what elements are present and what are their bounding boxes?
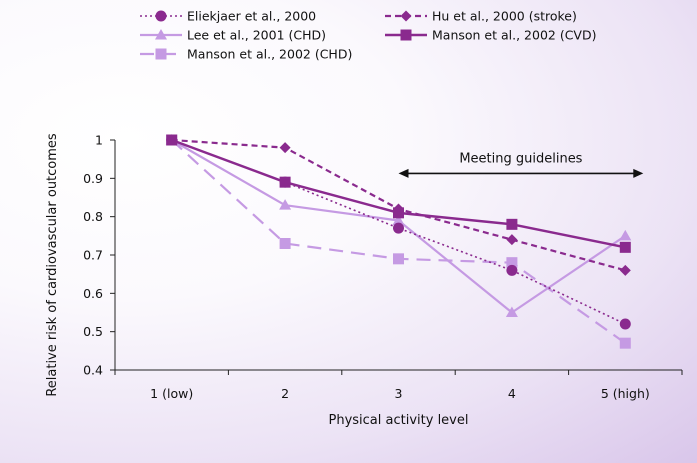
y-tick-label: 1 — [95, 133, 103, 148]
data-point — [619, 241, 631, 253]
data-point — [166, 134, 178, 146]
legend-label: Manson et al., 2002 (CHD) — [187, 47, 352, 62]
y-axis-title: Relative risk of cardiovascular outcomes — [45, 133, 60, 397]
x-tick-label: 4 — [508, 386, 516, 401]
data-point — [506, 234, 518, 246]
data-point — [619, 229, 632, 241]
data-point — [279, 176, 291, 188]
data-point — [619, 318, 631, 330]
y-tick-label: 0.4 — [83, 363, 103, 378]
legend-label: Eliekjaer et al., 2000 — [187, 9, 316, 24]
x-tick-label: 2 — [281, 386, 289, 401]
x-axis-title: Physical activity level — [329, 413, 469, 428]
legend-item: Manson et al., 2002 (CVD) — [385, 28, 596, 43]
y-tick-label: 0.8 — [83, 209, 103, 224]
series-4 — [166, 134, 631, 253]
data-point — [279, 199, 292, 210]
data-point — [506, 257, 518, 269]
data-point — [393, 207, 404, 219]
data-point — [619, 264, 631, 276]
data-point — [279, 238, 291, 249]
y-tick-label: 0.5 — [83, 324, 103, 339]
legend-label: Hu et al., 2000 (stroke) — [432, 9, 577, 24]
x-tick-label: 5 (high) — [601, 386, 650, 401]
legend-item: Eliekjaer et al., 2000 — [140, 9, 316, 24]
data-point — [506, 264, 518, 276]
legend-item: Lee et al., 2001 (CHD) — [140, 28, 326, 43]
annotation-label: Meeting guidelines — [459, 151, 582, 166]
data-point — [619, 337, 631, 349]
data-point — [392, 214, 405, 225]
legend-marker — [400, 29, 412, 41]
axes: 0.4 0.5 0.6 0.7 0.8 0.9 1 1 (low) 2 3 4 5 (high) — [83, 133, 683, 401]
legend-label: Lee et al., 2001 (CHD) — [187, 28, 326, 43]
series-line — [170, 139, 626, 345]
arrowhead-right — [633, 168, 644, 178]
data-point — [393, 222, 404, 234]
data-point — [506, 218, 518, 230]
x-tick-label: 1 (low) — [150, 386, 193, 401]
legend-marker — [155, 48, 167, 60]
legend-item: Manson et al., 2002 (CHD) — [140, 47, 352, 62]
annotation: Meeting guidelines — [398, 151, 644, 178]
x-tick-label: 3 — [395, 386, 403, 401]
series-3 — [165, 134, 632, 317]
data-point — [279, 142, 291, 154]
y-tick-label: 0.9 — [83, 171, 103, 186]
y-tick-label: 0.7 — [83, 248, 103, 263]
legend-label: Manson et al., 2002 (CVD) — [432, 28, 596, 43]
arrowhead-left — [398, 168, 409, 178]
legend-marker — [155, 10, 167, 22]
legend-marker — [155, 29, 167, 40]
series-5 — [166, 134, 631, 349]
data-point — [505, 306, 518, 317]
y-tick-label: 0.6 — [83, 286, 103, 301]
legend-item: Hu et al., 2000 (stroke) — [385, 9, 577, 24]
legend-marker — [400, 10, 412, 22]
legend: Eliekjaer et al., 2000 Hu et al., 2000 (s… — [140, 9, 596, 62]
data-point — [393, 253, 404, 265]
